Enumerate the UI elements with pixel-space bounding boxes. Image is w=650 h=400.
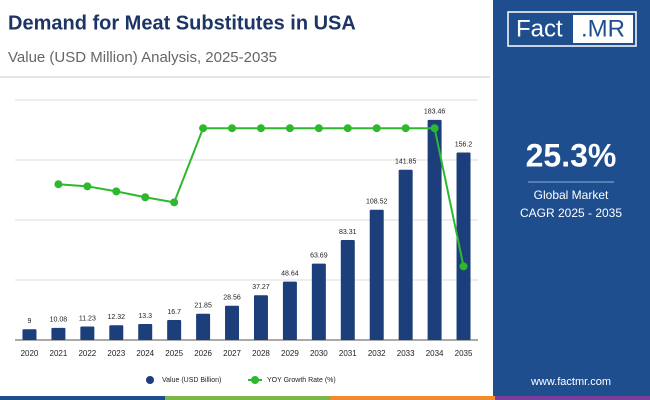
x-tick-label: 2022 [78,349,96,358]
line-point [256,124,265,133]
x-tick-label: 2035 [455,349,473,358]
x-tick-label: 2031 [339,349,357,358]
chart-title: Demand for Meat Substitutes in USA [8,12,356,34]
bar [456,152,471,340]
bar [196,313,211,340]
line-point [54,180,63,189]
footer-strip [165,396,330,400]
x-tick-label: 2024 [136,349,154,358]
footer-strip [330,396,495,400]
bar [311,263,326,340]
data-label: 10.08 [50,317,68,324]
line-point [83,182,92,191]
chart-subtitle: Value (USD Million) Analysis, 2025-2035 [8,49,277,66]
line-point [314,124,323,133]
data-label: 83.31 [339,229,357,236]
x-tick-label: 2026 [194,349,212,358]
bar [167,319,182,340]
data-label: 37.27 [252,284,270,291]
data-label: 48.64 [281,270,299,277]
data-label: 183.46 [424,109,446,116]
line-point [285,124,294,133]
stat-caption: Global Market [534,188,609,202]
line-point [401,124,410,133]
line-point [228,124,237,133]
bar [225,305,240,340]
data-label: 156.2 [455,141,473,148]
stat-value: 25.3% [526,137,617,173]
website: www.factmr.com [530,376,611,388]
bar [369,209,384,340]
line-point [112,187,121,196]
data-label: 28.56 [223,295,241,302]
data-label: 16.7 [167,309,181,316]
logo-text: Fact [516,15,563,42]
line-point [170,198,179,207]
bar [138,324,153,340]
footer-strip [495,396,650,400]
legend-label: YOY Growth Rate (%) [267,377,336,384]
data-label: 11.23 [79,315,96,322]
x-tick-label: 2029 [281,349,299,358]
x-tick-label: 2020 [21,349,39,358]
footer-strip [0,396,165,400]
bar [340,240,355,340]
x-tick-label: 2030 [310,349,328,358]
line-point [343,124,352,133]
bar [22,329,37,340]
x-tick-label: 2032 [368,349,386,358]
line-point [372,124,381,133]
logo-text: .MR [581,15,625,42]
bar [80,326,95,340]
data-label: 13.3 [138,313,152,320]
legend-label: Value (USD Billion) [162,377,221,384]
bar [253,295,268,340]
legend-swatch [146,376,154,384]
x-tick-label: 2027 [223,349,241,358]
bar [109,325,124,340]
bar [398,169,413,340]
x-tick-label: 2034 [426,349,444,358]
x-tick-label: 2033 [397,349,415,358]
line-point [459,262,468,271]
logo-box [573,15,633,43]
line-point [199,124,208,133]
data-label: 12.32 [108,314,126,321]
line-point [430,124,439,133]
legend-swatch [251,376,259,384]
side-panel [493,0,650,400]
data-label: 108.52 [366,199,388,206]
x-tick-label: 2023 [107,349,125,358]
data-label: 63.69 [310,252,328,259]
data-label: 141.85 [395,159,417,166]
bar [282,281,297,340]
bar [427,119,442,341]
data-label: 9 [28,318,32,325]
x-tick-label: 2025 [165,349,183,358]
data-label: 21.85 [194,303,212,310]
stat-caption: CAGR 2025 - 2035 [520,206,622,220]
line-point [141,193,150,202]
x-tick-label: 2028 [252,349,270,358]
bar [51,327,66,340]
logo-frame [507,11,637,47]
x-tick-label: 2021 [50,349,68,358]
